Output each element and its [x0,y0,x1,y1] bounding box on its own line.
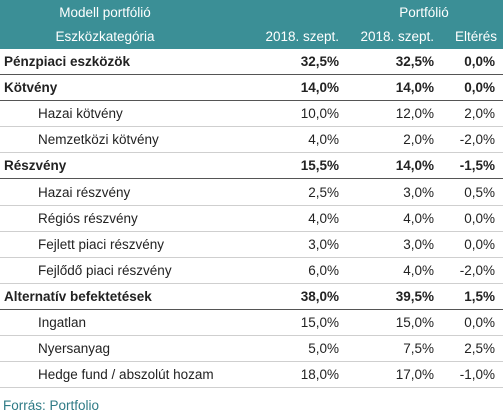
row-portfolio-value: 3,0% [345,231,440,258]
subcategory-row: Régiós részvény 4,0% 4,0% 0,0% [0,205,503,232]
portfolio-header: Portfólió [399,4,449,20]
row-difference-value: 0,0% [440,74,503,102]
row-model-value: 38,0% [250,283,345,310]
row-portfolio-value: 3,0% [345,178,440,206]
model-empty-header [250,0,345,24]
row-portfolio-value: 2,0% [345,126,440,154]
row-model-value: 15,0% [250,309,345,337]
row-model-value: 3,0% [250,231,345,258]
row-difference-value: 2,5% [440,335,503,363]
model-date-header: 2018. szept. [265,29,339,44]
row-name: Kötvény [0,74,250,102]
row-difference-value: 0,0% [440,309,503,337]
row-portfolio-value: 14,0% [345,152,440,180]
row-model-value: 32,5% [250,49,345,76]
row-portfolio-value: 39,5% [345,283,440,310]
header-row-1: Modell portfólió Portfólió [0,0,503,24]
category-row: Kötvény 14,0% 14,0% 0,0% [0,74,503,102]
row-difference-value: -1,5% [440,152,503,180]
row-model-value: 2,5% [250,178,345,206]
subcategory-row: Hazai kötvény 10,0% 12,0% 2,0% [0,100,503,128]
category-row: Alternatív befektetések 38,0% 39,5% 1,5% [0,283,503,310]
subcategory-row: Hedge fund / abszolút hozam 18,0% 17,0% -1,… [0,361,503,389]
row-difference-value: -2,0% [440,257,503,284]
table-header: Modell portfólió Portfólió Eszközkategór… [0,0,503,49]
row-name: Régiós részvény [0,205,250,232]
difference-header: Eltérés [454,29,497,44]
category-header: Eszközkategória [55,29,155,44]
row-difference-value: 0,0% [440,205,503,232]
row-name: Nyersanyag [0,335,250,363]
subcategory-row: Fejlődő piaci részvény 6,0% 4,0% -2,0% [0,257,503,284]
row-difference-value: 0,5% [440,178,503,206]
row-model-value: 6,0% [250,257,345,284]
row-model-value: 15,5% [250,152,345,180]
subcategory-row: Ingatlan 15,0% 15,0% 0,0% [0,309,503,337]
row-difference-value: 1,5% [440,283,503,310]
row-portfolio-value: 32,5% [345,49,440,76]
row-portfolio-value: 17,0% [345,361,440,389]
row-difference-value: 2,0% [440,100,503,128]
row-difference-value: -2,0% [440,126,503,154]
row-name: Fejlett piaci részvény [0,231,250,258]
row-model-value: 4,0% [250,205,345,232]
row-difference-value: -1,0% [440,361,503,389]
row-portfolio-value: 15,0% [345,309,440,337]
row-name: Részvény [0,152,250,180]
source-note: Forrás: Portfolio [3,398,100,413]
row-model-value: 14,0% [250,74,345,102]
row-model-value: 18,0% [250,361,345,389]
row-portfolio-value: 4,0% [345,257,440,284]
subcategory-row: Nyersanyag 5,0% 7,5% 2,5% [0,335,503,363]
row-name: Pénzpiaci eszközök [0,49,250,76]
portfolio-table: Modell portfólió Portfólió Eszközkategór… [0,0,503,389]
subcategory-row: Nemzetközi kötvény 4,0% 2,0% -2,0% [0,126,503,154]
row-name: Nemzetközi kötvény [0,126,250,154]
row-model-value: 4,0% [250,126,345,154]
row-name: Hazai részvény [0,178,250,206]
row-name: Hedge fund / abszolút hozam [0,361,250,389]
row-portfolio-value: 14,0% [345,74,440,102]
row-portfolio-value: 4,0% [345,205,440,232]
row-portfolio-value: 12,0% [345,100,440,128]
category-row: Pénzpiaci eszközök 32,5% 32,5% 0,0% [0,49,503,76]
subcategory-row: Fejlett piaci részvény 3,0% 3,0% 0,0% [0,231,503,258]
row-model-value: 10,0% [250,100,345,128]
category-row: Részvény 15,5% 14,0% -1,5% [0,152,503,180]
row-name: Alternatív befektetések [0,283,250,310]
row-difference-value: 0,0% [440,49,503,76]
portfolio-date-header: 2018. szept. [360,29,434,44]
row-name: Hazai kötvény [0,100,250,128]
model-portfolio-header: Modell portfólió [59,4,151,20]
row-model-value: 5,0% [250,335,345,363]
row-name: Ingatlan [0,309,250,337]
header-row-2: Eszközkategória 2018. szept. 2018. szept… [0,24,503,49]
subcategory-row: Hazai részvény 2,5% 3,0% 0,5% [0,178,503,206]
row-difference-value: 0,0% [440,231,503,258]
row-portfolio-value: 7,5% [345,335,440,363]
table-body: Pénzpiaci eszközök 32,5% 32,5% 0,0% Kötvény 1… [0,49,503,389]
row-name: Fejlődő piaci részvény [0,257,250,284]
